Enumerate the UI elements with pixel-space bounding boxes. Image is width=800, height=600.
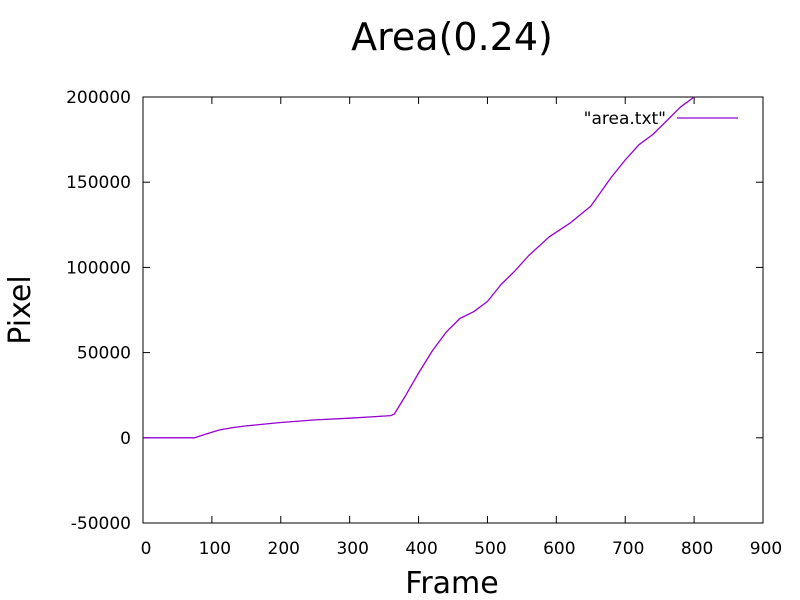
x-tick-label: 900: [750, 539, 782, 559]
y-tick-label: 200000: [66, 88, 131, 108]
y-tick-label: 50000: [77, 344, 131, 364]
x-tick-label: 400: [405, 539, 437, 559]
x-axis: 0 100 200 300 400 500 600 700 800 900: [141, 97, 782, 559]
x-tick-label: 200: [268, 539, 300, 559]
x-tick-label: 600: [543, 539, 575, 559]
y-tick-label: 100000: [66, 258, 131, 278]
x-tick-label: 700: [612, 539, 644, 559]
legend-label: "area.txt": [584, 109, 666, 129]
x-tick-label: 100: [199, 539, 231, 559]
y-axis-title: Pixel: [3, 275, 38, 344]
y-tick-label: -50000: [71, 514, 131, 534]
plot-frame: [142, 96, 764, 524]
y-tick-label: 0: [120, 429, 131, 449]
x-tick-label: 800: [681, 539, 713, 559]
x-tick-label: 0: [141, 539, 152, 559]
y-tick-label: 150000: [66, 173, 131, 193]
chart-title: Area(0.24): [351, 15, 553, 59]
legend: "area.txt": [584, 109, 738, 129]
series-layer: [143, 96, 695, 439]
x-tick-label: 500: [474, 539, 506, 559]
series-line-area-txt: [143, 96, 695, 439]
x-tick-label: 300: [336, 539, 368, 559]
x-axis-title: Frame: [405, 566, 498, 600]
y-axis: -50000 0 50000 100000 150000 200000: [66, 88, 763, 534]
